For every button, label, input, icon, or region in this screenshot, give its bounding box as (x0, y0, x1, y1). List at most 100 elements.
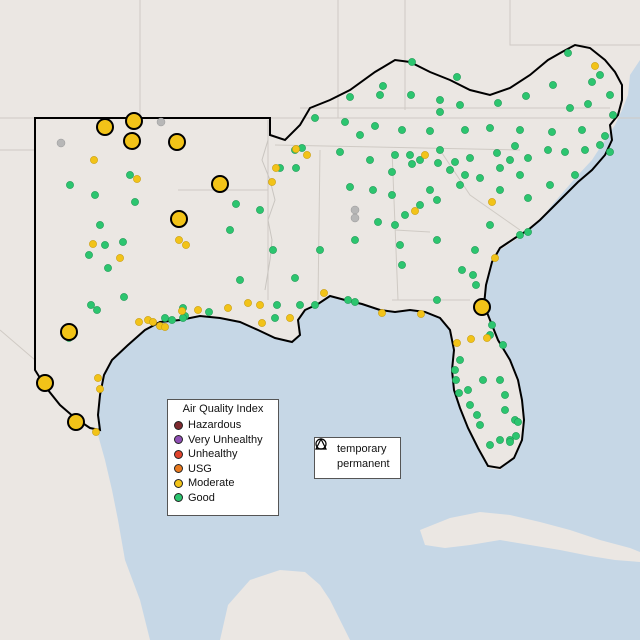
good-marker[interactable] (571, 171, 579, 179)
good-marker[interactable] (455, 389, 463, 397)
grey-marker[interactable] (156, 117, 166, 127)
good-marker[interactable] (388, 191, 396, 199)
good-marker[interactable] (511, 142, 519, 150)
temporary-monitor-marker[interactable] (168, 133, 186, 151)
temporary-monitor-marker[interactable] (211, 175, 229, 193)
good-marker[interactable] (311, 301, 319, 309)
good-marker[interactable] (371, 122, 379, 130)
good-marker[interactable] (436, 96, 444, 104)
good-marker[interactable] (501, 406, 509, 414)
moderate-marker[interactable] (161, 323, 169, 331)
good-marker[interactable] (131, 198, 139, 206)
good-marker[interactable] (496, 164, 504, 172)
good-marker[interactable] (564, 49, 572, 57)
moderate-marker[interactable] (303, 151, 311, 159)
moderate-marker[interactable] (178, 307, 186, 315)
good-marker[interactable] (336, 148, 344, 156)
good-marker[interactable] (456, 356, 464, 364)
good-marker[interactable] (416, 156, 424, 164)
good-marker[interactable] (396, 241, 404, 249)
good-marker[interactable] (126, 171, 134, 179)
good-marker[interactable] (488, 321, 496, 329)
good-marker[interactable] (453, 73, 461, 81)
moderate-marker[interactable] (488, 198, 496, 206)
good-marker[interactable] (486, 221, 494, 229)
good-marker[interactable] (407, 91, 415, 99)
good-marker[interactable] (548, 128, 556, 136)
good-marker[interactable] (506, 156, 514, 164)
good-marker[interactable] (406, 151, 414, 159)
moderate-marker[interactable] (94, 374, 102, 382)
good-marker[interactable] (464, 386, 472, 394)
moderate-marker[interactable] (378, 309, 386, 317)
good-marker[interactable] (451, 366, 459, 374)
good-marker[interactable] (561, 148, 569, 156)
good-marker[interactable] (433, 196, 441, 204)
good-marker[interactable] (451, 158, 459, 166)
good-marker[interactable] (120, 293, 128, 301)
good-marker[interactable] (271, 314, 279, 322)
good-marker[interactable] (524, 228, 532, 236)
temporary-monitor-marker[interactable] (473, 298, 491, 316)
good-marker[interactable] (479, 376, 487, 384)
good-marker[interactable] (205, 308, 213, 316)
good-marker[interactable] (101, 241, 109, 249)
good-marker[interactable] (236, 276, 244, 284)
moderate-marker[interactable] (272, 164, 280, 172)
good-marker[interactable] (544, 146, 552, 154)
good-marker[interactable] (273, 301, 281, 309)
good-marker[interactable] (473, 411, 481, 419)
good-marker[interactable] (496, 186, 504, 194)
good-marker[interactable] (369, 186, 377, 194)
good-marker[interactable] (456, 181, 464, 189)
moderate-marker[interactable] (453, 339, 461, 347)
good-marker[interactable] (316, 246, 324, 254)
good-marker[interactable] (356, 131, 364, 139)
moderate-marker[interactable] (258, 319, 266, 327)
temporary-monitor-marker[interactable] (96, 118, 114, 136)
good-marker[interactable] (493, 149, 501, 157)
moderate-marker[interactable] (182, 241, 190, 249)
good-marker[interactable] (269, 246, 277, 254)
moderate-marker[interactable] (133, 175, 141, 183)
good-marker[interactable] (516, 171, 524, 179)
good-marker[interactable] (499, 341, 507, 349)
good-marker[interactable] (168, 316, 176, 324)
good-marker[interactable] (609, 111, 617, 119)
moderate-marker[interactable] (292, 145, 300, 153)
good-marker[interactable] (596, 141, 604, 149)
good-marker[interactable] (588, 78, 596, 86)
moderate-marker[interactable] (491, 254, 499, 262)
good-marker[interactable] (471, 246, 479, 254)
good-marker[interactable] (476, 174, 484, 182)
good-marker[interactable] (549, 81, 557, 89)
good-marker[interactable] (85, 251, 93, 259)
good-marker[interactable] (461, 126, 469, 134)
moderate-marker[interactable] (591, 62, 599, 70)
moderate-marker[interactable] (149, 318, 157, 326)
moderate-marker[interactable] (483, 334, 491, 342)
moderate-marker[interactable] (244, 299, 252, 307)
moderate-marker[interactable] (268, 178, 276, 186)
moderate-marker[interactable] (256, 301, 264, 309)
good-marker[interactable] (456, 101, 464, 109)
moderate-marker[interactable] (417, 310, 425, 318)
good-marker[interactable] (524, 154, 532, 162)
good-marker[interactable] (466, 401, 474, 409)
good-marker[interactable] (351, 236, 359, 244)
good-marker[interactable] (346, 93, 354, 101)
good-marker[interactable] (388, 168, 396, 176)
good-marker[interactable] (584, 100, 592, 108)
good-marker[interactable] (581, 146, 589, 154)
moderate-marker[interactable] (467, 335, 475, 343)
good-marker[interactable] (408, 58, 416, 66)
good-marker[interactable] (596, 71, 604, 79)
moderate-marker[interactable] (92, 428, 100, 436)
good-marker[interactable] (522, 92, 530, 100)
good-marker[interactable] (87, 301, 95, 309)
moderate-marker[interactable] (320, 289, 328, 297)
good-marker[interactable] (496, 376, 504, 384)
good-marker[interactable] (291, 274, 299, 282)
good-marker[interactable] (486, 124, 494, 132)
good-marker[interactable] (161, 314, 169, 322)
